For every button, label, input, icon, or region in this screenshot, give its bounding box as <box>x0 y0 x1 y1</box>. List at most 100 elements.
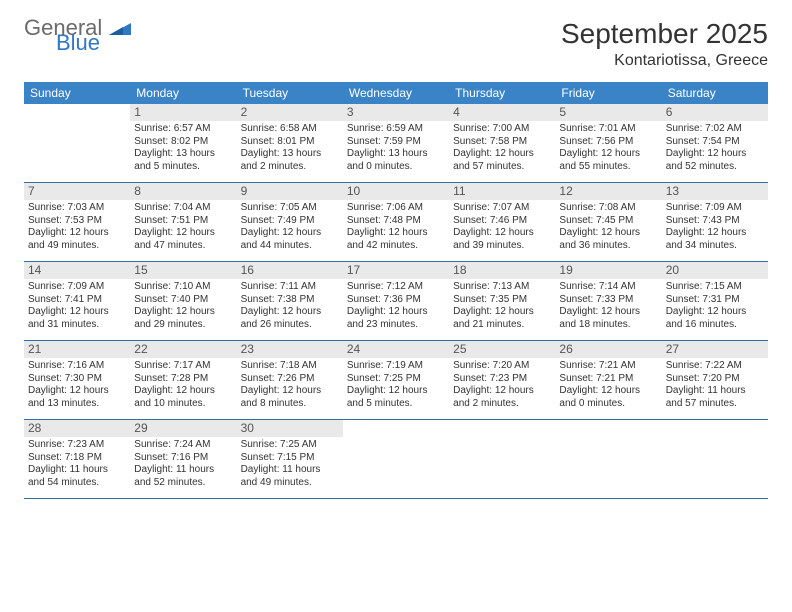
empty-cell <box>449 420 555 498</box>
day-info-line: and 55 minutes. <box>559 161 657 174</box>
day-info-line: Sunset: 7:33 PM <box>559 294 657 307</box>
day-number: 10 <box>343 183 449 200</box>
day-info-line: Sunrise: 7:24 AM <box>134 439 232 452</box>
day-info-line: and 36 minutes. <box>559 240 657 253</box>
day-info-line: Daylight: 11 hours <box>241 464 339 477</box>
day-info-line: and 2 minutes. <box>453 398 551 411</box>
day-info-line: Sunset: 7:51 PM <box>134 215 232 228</box>
title-block: September 2025 Kontariotissa, Greece <box>561 18 768 70</box>
day-cell: 23Sunrise: 7:18 AMSunset: 7:26 PMDayligh… <box>237 341 343 419</box>
day-info-line: Daylight: 11 hours <box>666 385 764 398</box>
day-info-line: Sunrise: 6:57 AM <box>134 123 232 136</box>
day-info-line: Daylight: 12 hours <box>559 306 657 319</box>
day-info-line: Sunset: 7:54 PM <box>666 136 764 149</box>
day-info-line: Sunset: 7:58 PM <box>453 136 551 149</box>
day-info-line: and 10 minutes. <box>134 398 232 411</box>
day-number: 14 <box>24 262 130 279</box>
day-info-line: and 8 minutes. <box>241 398 339 411</box>
day-cell: 13Sunrise: 7:09 AMSunset: 7:43 PMDayligh… <box>662 183 768 261</box>
day-info-line: and 18 minutes. <box>559 319 657 332</box>
day-info-line: Sunset: 7:36 PM <box>347 294 445 307</box>
day-info-line: Sunrise: 7:13 AM <box>453 281 551 294</box>
calendar: SundayMondayTuesdayWednesdayThursdayFrid… <box>24 82 768 499</box>
day-number: 11 <box>449 183 555 200</box>
day-cell: 12Sunrise: 7:08 AMSunset: 7:45 PMDayligh… <box>555 183 661 261</box>
day-info-line: Sunset: 7:23 PM <box>453 373 551 386</box>
day-info-line: Daylight: 12 hours <box>347 385 445 398</box>
day-cell: 10Sunrise: 7:06 AMSunset: 7:48 PMDayligh… <box>343 183 449 261</box>
empty-cell <box>662 420 768 498</box>
day-info-line: Daylight: 13 hours <box>134 148 232 161</box>
empty-cell <box>24 104 130 182</box>
day-info-line: Sunrise: 6:59 AM <box>347 123 445 136</box>
day-info-line: Daylight: 12 hours <box>559 385 657 398</box>
day-info-line: and 57 minutes. <box>453 161 551 174</box>
day-info-line: Sunset: 7:35 PM <box>453 294 551 307</box>
day-info-line: Daylight: 12 hours <box>666 227 764 240</box>
day-number: 12 <box>555 183 661 200</box>
day-info-line: and 5 minutes. <box>347 398 445 411</box>
day-info-line: Sunrise: 7:00 AM <box>453 123 551 136</box>
day-info-line: and 42 minutes. <box>347 240 445 253</box>
day-info-line: and 13 minutes. <box>28 398 126 411</box>
day-info-line: Sunrise: 6:58 AM <box>241 123 339 136</box>
day-number: 20 <box>662 262 768 279</box>
month-title: September 2025 <box>561 18 768 50</box>
day-info-line: and 52 minutes. <box>666 161 764 174</box>
day-info-line: Sunset: 7:30 PM <box>28 373 126 386</box>
day-info-line: Daylight: 13 hours <box>347 148 445 161</box>
day-cell: 20Sunrise: 7:15 AMSunset: 7:31 PMDayligh… <box>662 262 768 340</box>
day-info-line: and 47 minutes. <box>134 240 232 253</box>
day-info-line: and 49 minutes. <box>28 240 126 253</box>
day-number: 1 <box>130 104 236 121</box>
day-number: 6 <box>662 104 768 121</box>
day-info-line: and 49 minutes. <box>241 477 339 490</box>
day-info-line: Sunset: 7:38 PM <box>241 294 339 307</box>
day-info-line: and 0 minutes. <box>347 161 445 174</box>
day-cell: 3 Sunrise: 6:59 AMSunset: 7:59 PMDaylight… <box>343 104 449 182</box>
day-info-line: Sunrise: 7:23 AM <box>28 439 126 452</box>
day-number: 9 <box>237 183 343 200</box>
day-info-line: and 39 minutes. <box>453 240 551 253</box>
day-info-line: Daylight: 12 hours <box>453 227 551 240</box>
day-cell: 9Sunrise: 7:05 AMSunset: 7:49 PMDaylight… <box>237 183 343 261</box>
day-number: 18 <box>449 262 555 279</box>
day-info-line: Daylight: 13 hours <box>241 148 339 161</box>
day-info-line: Sunset: 7:45 PM <box>559 215 657 228</box>
day-info-line: Daylight: 11 hours <box>134 464 232 477</box>
day-info-line: Sunrise: 7:07 AM <box>453 202 551 215</box>
day-cell: 18Sunrise: 7:13 AMSunset: 7:35 PMDayligh… <box>449 262 555 340</box>
day-info-line: Sunrise: 7:11 AM <box>241 281 339 294</box>
week-row: 7Sunrise: 7:03 AMSunset: 7:53 PMDaylight… <box>24 183 768 262</box>
week-row: 1Sunrise: 6:57 AMSunset: 8:02 PMDaylight… <box>24 104 768 183</box>
day-info-line: Sunset: 7:21 PM <box>559 373 657 386</box>
day-info-line: and 31 minutes. <box>28 319 126 332</box>
day-info-line: Sunrise: 7:17 AM <box>134 360 232 373</box>
day-info-line: Sunset: 7:48 PM <box>347 215 445 228</box>
day-info-line: Daylight: 12 hours <box>453 385 551 398</box>
day-number: 2 <box>237 104 343 121</box>
day-number: 15 <box>130 262 236 279</box>
day-info-line: Daylight: 12 hours <box>347 306 445 319</box>
day-cell: 17Sunrise: 7:12 AMSunset: 7:36 PMDayligh… <box>343 262 449 340</box>
day-info-line: Sunset: 7:59 PM <box>347 136 445 149</box>
day-info-line: Sunset: 7:28 PM <box>134 373 232 386</box>
day-cell: 24Sunrise: 7:19 AMSunset: 7:25 PMDayligh… <box>343 341 449 419</box>
location: Kontariotissa, Greece <box>561 52 768 70</box>
day-cell: 5Sunrise: 7:01 AMSunset: 7:56 PMDaylight… <box>555 104 661 182</box>
day-info-line: and 2 minutes. <box>241 161 339 174</box>
week-row: 14Sunrise: 7:09 AMSunset: 7:41 PMDayligh… <box>24 262 768 341</box>
empty-cell <box>343 420 449 498</box>
day-info-line: Daylight: 12 hours <box>559 148 657 161</box>
day-info-line: and 52 minutes. <box>134 477 232 490</box>
day-info-line: Daylight: 12 hours <box>134 385 232 398</box>
day-info-line: Daylight: 12 hours <box>28 385 126 398</box>
day-info-line: Sunrise: 7:22 AM <box>666 360 764 373</box>
day-info-line: Sunset: 7:31 PM <box>666 294 764 307</box>
day-info-line: Sunrise: 7:01 AM <box>559 123 657 136</box>
day-info-line: and 57 minutes. <box>666 398 764 411</box>
day-cell: 6Sunrise: 7:02 AMSunset: 7:54 PMDaylight… <box>662 104 768 182</box>
day-number: 3 <box>343 104 449 121</box>
day-info-line: Daylight: 12 hours <box>241 306 339 319</box>
day-info-line: Sunset: 8:01 PM <box>241 136 339 149</box>
